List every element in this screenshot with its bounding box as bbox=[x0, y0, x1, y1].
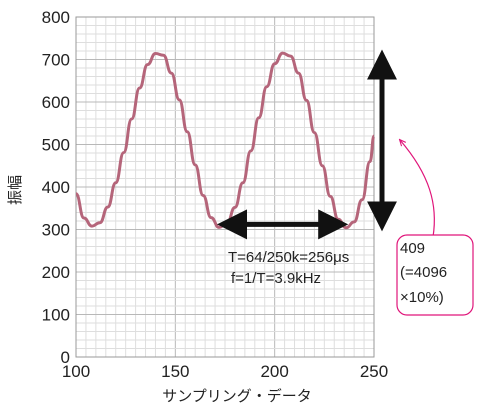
y-tick-label: 0 bbox=[61, 348, 70, 367]
x-tick-label: 100 bbox=[62, 362, 90, 381]
callout-line-3: ×10%) bbox=[400, 289, 444, 306]
frequency-text: f=1/T=3.9kHz bbox=[231, 270, 321, 287]
y-tick-label: 400 bbox=[42, 178, 70, 197]
x-axis-ticks: 100 150 200 250 bbox=[62, 362, 388, 381]
y-tick-label: 600 bbox=[42, 93, 70, 112]
callout-line-2: (=4096 bbox=[400, 264, 447, 281]
x-tick-label: 250 bbox=[360, 362, 388, 381]
y-axis-label: 振幅 bbox=[6, 175, 24, 205]
y-tick-label: 200 bbox=[42, 263, 70, 282]
y-tick-label: 800 bbox=[42, 8, 70, 27]
callout-leader bbox=[400, 140, 435, 238]
callout-box bbox=[396, 234, 474, 316]
y-tick-label: 700 bbox=[42, 51, 70, 70]
y-tick-label: 300 bbox=[42, 221, 70, 240]
y-axis-ticks: 0 100 200 300 400 500 600 700 800 bbox=[42, 8, 70, 367]
grid bbox=[75, 16, 375, 358]
x-tick-label: 200 bbox=[260, 362, 288, 381]
period-text: T=64/250k=256μs bbox=[228, 249, 349, 266]
period-annotation: T=64/250k=256μs bbox=[228, 249, 349, 266]
callout-line-1: 409 bbox=[400, 240, 425, 257]
frequency-annotation: f=1/T=3.9kHz bbox=[231, 270, 321, 287]
x-axis-label: サンプリング・データ bbox=[162, 387, 312, 405]
y-tick-label: 100 bbox=[42, 306, 70, 325]
x-tick-label: 150 bbox=[161, 362, 189, 381]
y-tick-label: 500 bbox=[42, 136, 70, 155]
